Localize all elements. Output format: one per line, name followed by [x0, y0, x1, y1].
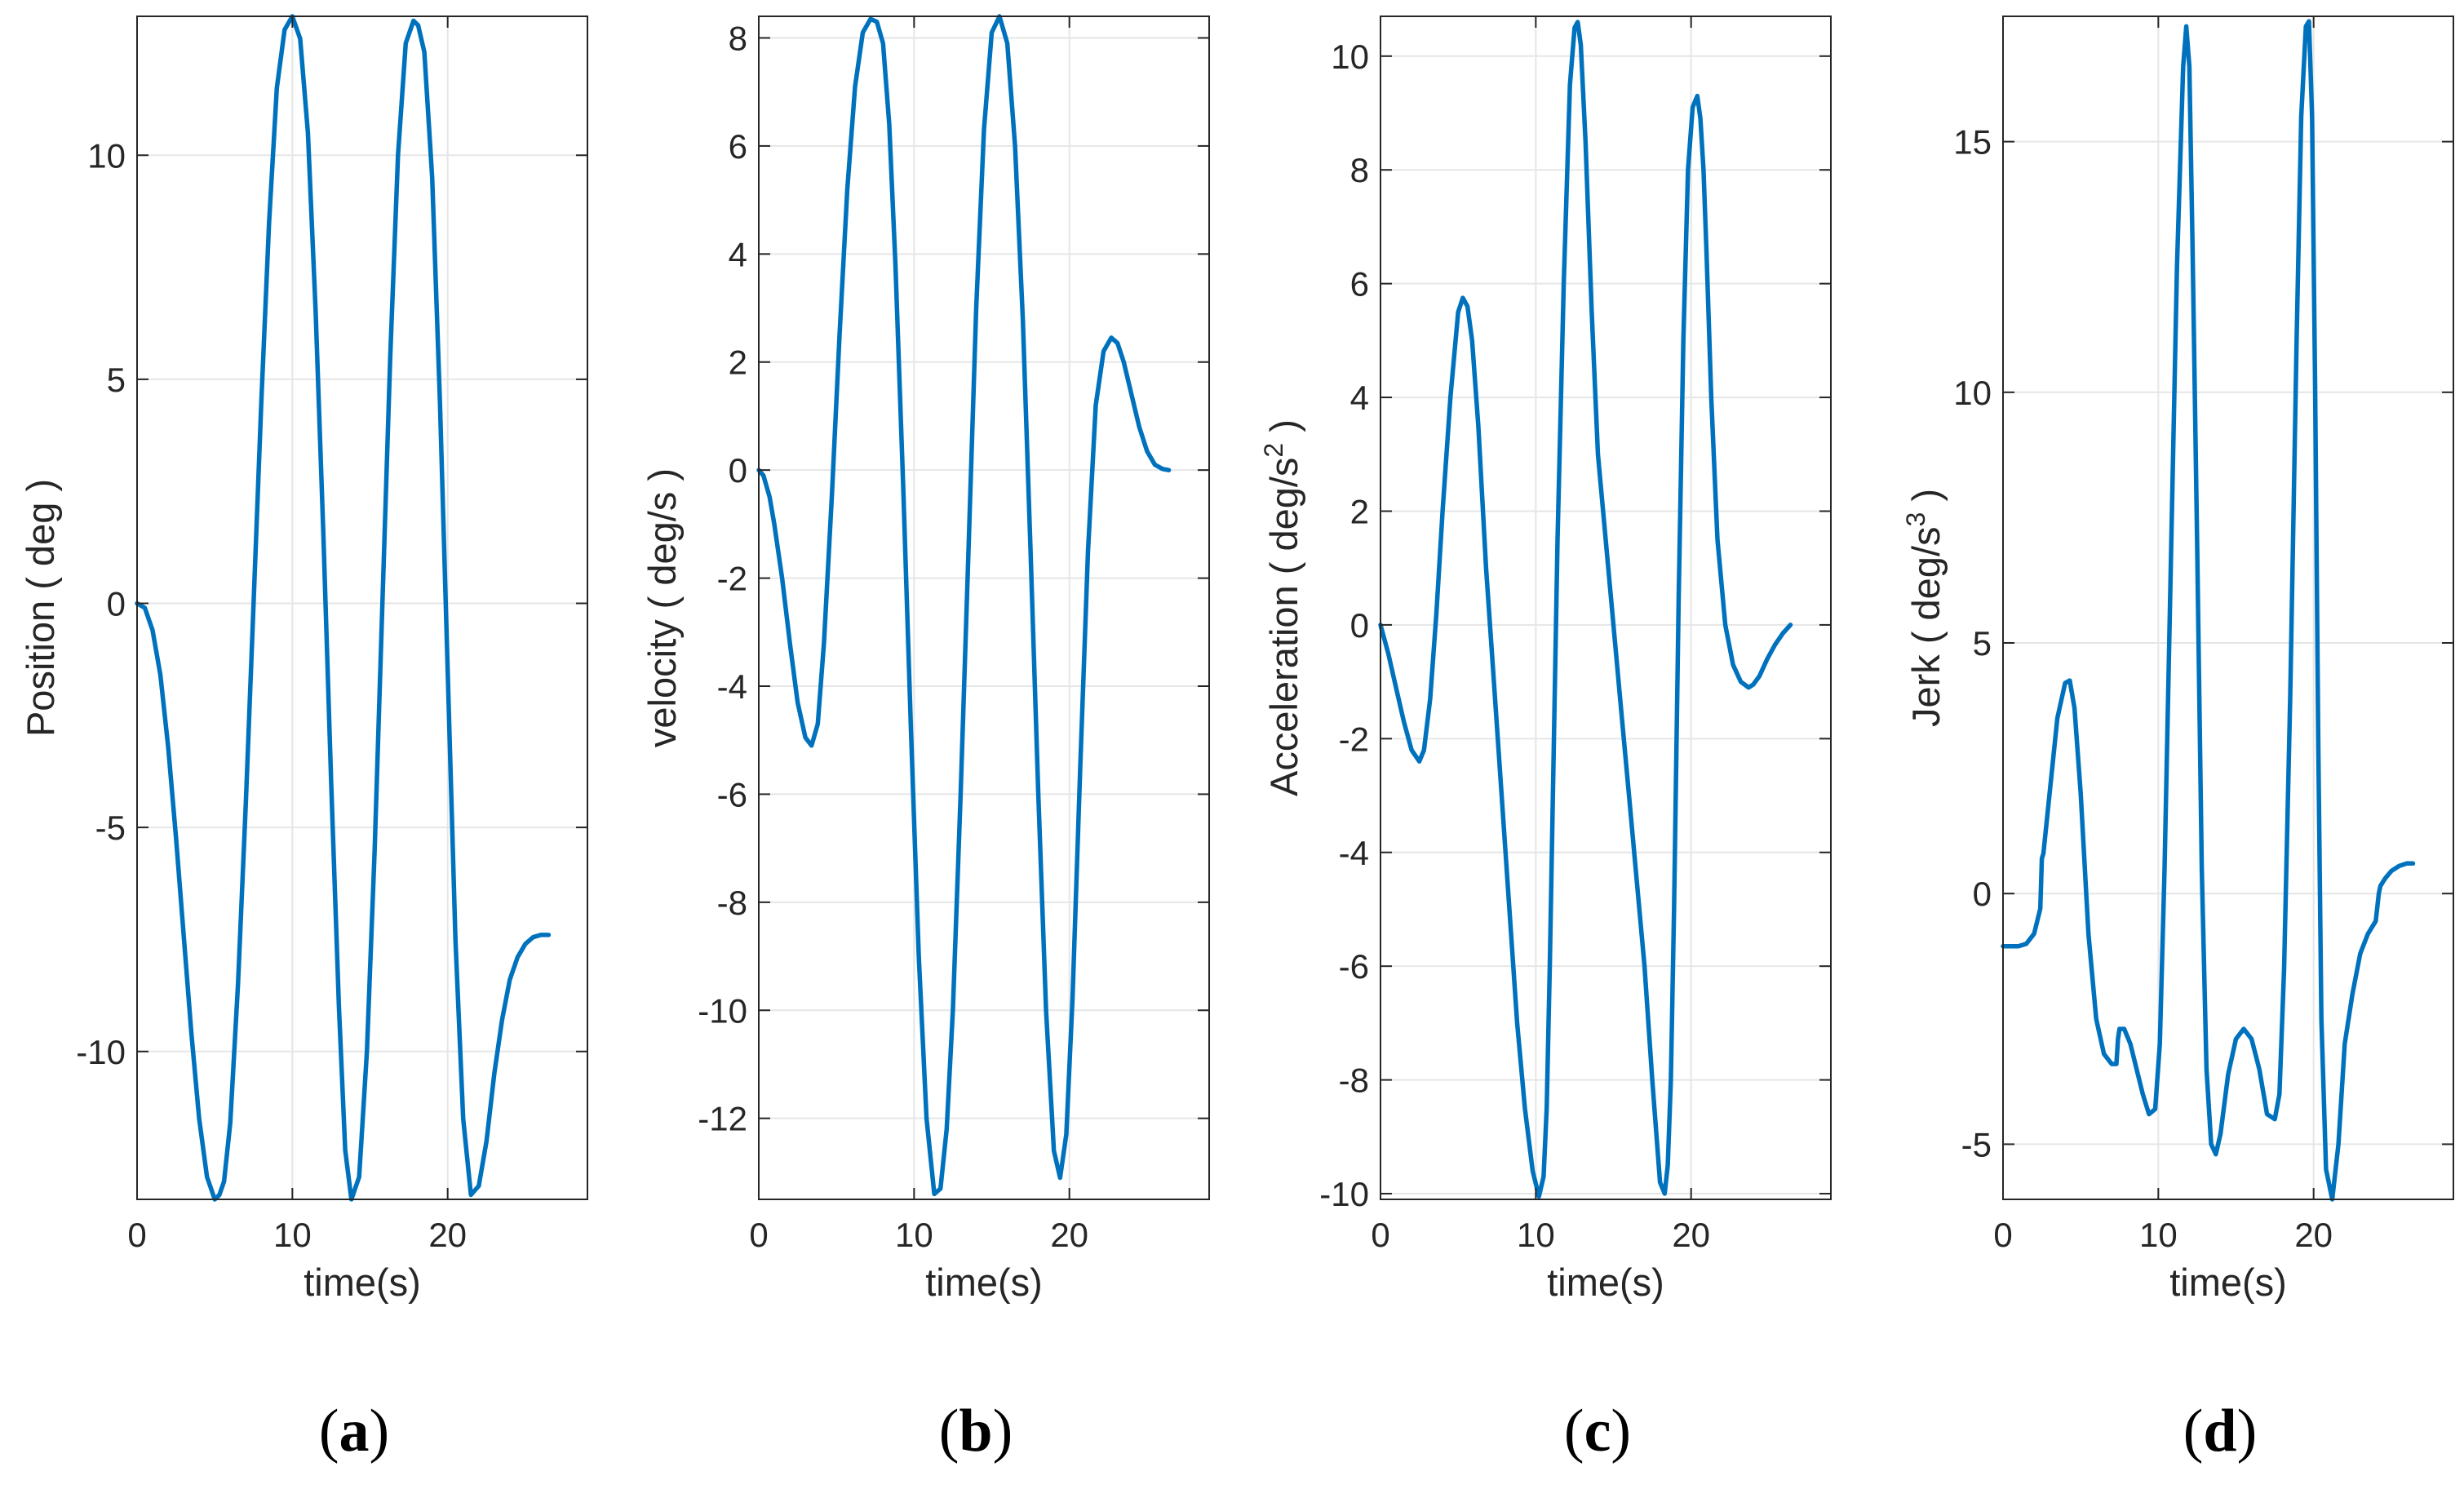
chart-b-axes-box — [758, 16, 1210, 1200]
chart-b-y-tick-label: -6 — [717, 775, 747, 813]
chart-a-panel-label-open: ( — [319, 1398, 339, 1465]
chart-d-x-tick-label: 10 — [2139, 1216, 2178, 1254]
chart-c-y-axis-title-main: Acceleration ( deg/s — [1262, 458, 1305, 796]
chart-c-series-line-acceleration — [1378, 20, 1793, 1199]
chart-b-x-tick-label: 10 — [895, 1216, 933, 1254]
chart-c-y-tick-label: 6 — [1350, 265, 1369, 304]
chart-d-series-line-jerk — [2001, 19, 2416, 1202]
chart-b-y-tick-label: -10 — [698, 991, 747, 1030]
chart-d-panel-label-close: ) — [2237, 1398, 2258, 1465]
chart-b-x-tick-label: 0 — [749, 1216, 768, 1254]
chart-d-x-tick-label: 20 — [2294, 1216, 2333, 1254]
chart-c-panel-label-letter: c — [1584, 1398, 1611, 1465]
chart-d-y-axis-title-main: Jerk ( deg/s — [1904, 526, 1948, 727]
chart-c-panel-label-close: ) — [1611, 1398, 1631, 1465]
chart-a-plot-area — [137, 16, 587, 1199]
chart-c-x-axis-title: time(s) — [1547, 1261, 1664, 1304]
chart-b-y-axis-title: velocity ( deg/s ) — [640, 468, 684, 747]
chart-b-y-tick-label: -2 — [717, 560, 747, 598]
chart-a-y-axis-title: Position ( deg ) — [19, 479, 62, 737]
chart-a-y-tick-label: 0 — [107, 585, 126, 623]
chart-a-y-tick-label: 10 — [87, 136, 126, 175]
chart-a-x-tick-label: 20 — [428, 1216, 467, 1254]
chart-b-y-tick-label: 4 — [729, 235, 747, 273]
chart-b-group: 0 10 20 -12 -10 -8 -6 -4 -2 0 2 4 6 8 time(s) velocity … — [640, 14, 1210, 1465]
chart-c-y-tick-label: -8 — [1339, 1061, 1369, 1100]
chart-d-y-axis-title-tail: ) — [1904, 489, 1948, 512]
chart-c-y-tick-label: -6 — [1339, 947, 1369, 986]
chart-c-y-tick-label: 0 — [1350, 606, 1369, 645]
chart-b-y-tick-label: -4 — [717, 667, 747, 706]
chart-d-plot-area — [2003, 16, 2453, 1199]
chart-c-y-axis-title-superscript: 2 — [1259, 443, 1288, 458]
chart-c-y-tick-label: -10 — [1319, 1175, 1369, 1213]
chart-d-y-tick-label: -5 — [1961, 1125, 1992, 1163]
chart-d-axes-box — [2002, 16, 2454, 1200]
chart-c-plot-area — [1380, 16, 1831, 1199]
chart-c-y-tick-label: -2 — [1339, 720, 1369, 758]
chart-c-y-tick-label: 8 — [1350, 151, 1369, 189]
chart-b-series-line-velocity — [756, 14, 1172, 1197]
chart-c-y-tick-label: 2 — [1350, 492, 1369, 530]
chart-b-panel-label: (b) — [939, 1398, 1013, 1465]
chart-d-panel-label-open: ( — [2183, 1398, 2204, 1465]
chart-d-y-tick-label: 5 — [1973, 624, 1992, 663]
chart-a-x-tick-label: 10 — [273, 1216, 312, 1254]
chart-c-y-axis-title: Acceleration ( deg/s2 ) — [1259, 419, 1305, 796]
chart-d-y-axis-title-superscript: 3 — [1901, 512, 1930, 527]
chart-c-y-axis-title-tail: ) — [1262, 419, 1305, 443]
chart-b-y-tick-label: 8 — [729, 19, 747, 57]
chart-a-axes-box — [136, 16, 588, 1200]
chart-d-x-tick-label: 0 — [1993, 1216, 2012, 1254]
chart-a-panel-label-letter: a — [339, 1398, 370, 1465]
chart-a-panel-label-close: ) — [370, 1398, 390, 1465]
chart-c-axes-box — [1380, 16, 1832, 1200]
chart-d-y-tick-label: 15 — [1953, 123, 1992, 162]
chart-b-y-tick-label: -8 — [717, 884, 747, 922]
chart-a-group: 0 10 20 -10 -5 0 5 10 time(s) Position ( deg ) (a) — [19, 14, 588, 1465]
chart-b-x-axis-title: time(s) — [925, 1261, 1043, 1304]
chart-d-panel-label: (d) — [2183, 1398, 2257, 1465]
chart-b-y-axis-title-main: velocity ( deg/s — [640, 492, 684, 747]
chart-a-series-line-position — [135, 14, 552, 1202]
chart-c-y-tick-label: 4 — [1350, 379, 1369, 417]
chart-b-plot-area — [759, 16, 1209, 1199]
chart-b-y-tick-label: 2 — [729, 343, 747, 382]
chart-c-x-tick-label: 20 — [1672, 1216, 1710, 1254]
chart-a-y-tick-label: -10 — [76, 1033, 126, 1071]
chart-b-y-axis-title-tail: ) — [640, 468, 684, 492]
chart-a-x-tick-label: 0 — [127, 1216, 146, 1254]
chart-c-group: 0 10 20 -10 -8 -6 -4 -2 0 2 4 6 8 10 time(s) Accelerati… — [1259, 16, 1832, 1465]
chart-d-y-tick-label: 0 — [1973, 875, 1992, 913]
chart-c-panel-label: (c) — [1564, 1398, 1631, 1465]
chart-b-panel-label-open: ( — [939, 1398, 959, 1465]
chart-a-x-axis-title: time(s) — [304, 1261, 421, 1304]
chart-d-y-axis-title: Jerk ( deg/s3 ) — [1901, 489, 1948, 727]
chart-c-panel-label-open: ( — [1564, 1398, 1584, 1465]
chart-c-x-tick-label: 10 — [1517, 1216, 1555, 1254]
chart-a-y-tick-label: -5 — [95, 809, 126, 847]
chart-c-y-tick-label: -4 — [1339, 834, 1369, 872]
chart-c-x-tick-label: 0 — [1371, 1216, 1389, 1254]
chart-d-x-axis-title: time(s) — [2169, 1261, 2287, 1304]
chart-b-x-tick-label: 20 — [1050, 1216, 1088, 1254]
chart-b-y-tick-label: 0 — [729, 451, 747, 490]
chart-b-panel-label-letter: b — [959, 1398, 992, 1465]
chart-b-y-tick-label: -12 — [698, 1100, 747, 1138]
chart-a-y-tick-label: 5 — [107, 361, 126, 399]
chart-a-y-axis-title-main: Position ( deg ) — [19, 479, 62, 737]
chart-d-y-tick-label: 10 — [1953, 374, 1992, 412]
chart-c-y-tick-label: 10 — [1331, 38, 1369, 76]
chart-b-y-tick-label: 6 — [729, 127, 747, 166]
chart-a-panel-label: (a) — [319, 1398, 389, 1465]
chart-d-panel-label-letter: d — [2203, 1398, 2236, 1465]
chart-b-panel-label-close: ) — [993, 1398, 1013, 1465]
